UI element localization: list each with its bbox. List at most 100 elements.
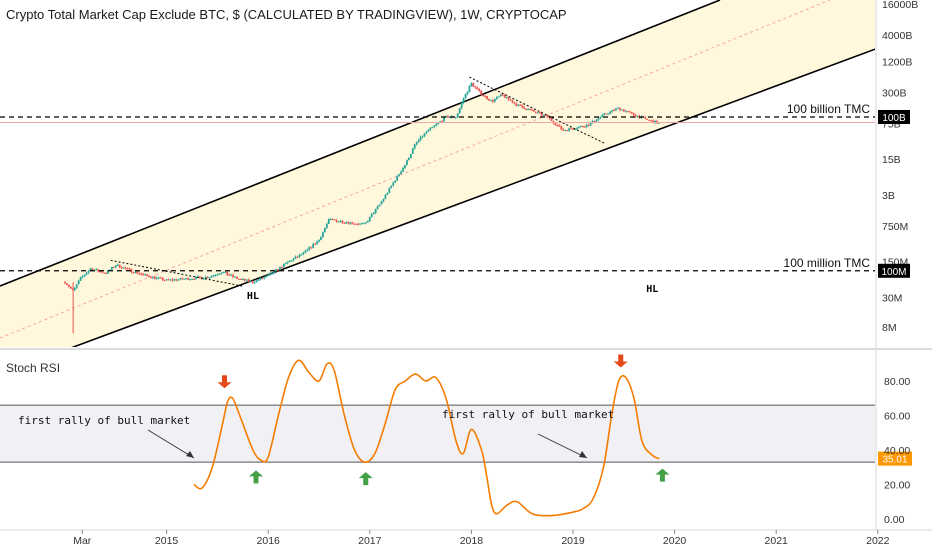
candle-body <box>304 250 307 253</box>
stoch-band <box>0 405 875 463</box>
candle-body <box>658 122 660 124</box>
candle-body <box>390 185 393 188</box>
horizontal-levels: 100 billion TMC 100 million TMC <box>0 102 875 272</box>
candle-body <box>394 180 397 183</box>
candle-body <box>388 187 391 193</box>
candle-body <box>493 99 496 102</box>
candle-body <box>443 117 445 122</box>
candle-body <box>261 278 264 280</box>
candle-body <box>269 273 272 275</box>
candle-body <box>609 111 612 114</box>
candle-body <box>134 271 137 273</box>
candle-body <box>320 237 322 240</box>
stoch-rsi-pane: first rally of bull market first rally of… <box>0 350 932 530</box>
candle-body <box>441 121 443 123</box>
candle-body <box>177 279 180 281</box>
candle-body <box>232 274 234 277</box>
candle-body <box>91 268 94 271</box>
candle-body <box>517 104 520 106</box>
candle-body <box>245 279 248 281</box>
candle-body <box>81 276 84 278</box>
candle-body <box>368 216 371 222</box>
candle-body <box>191 279 193 281</box>
candle-body <box>323 228 326 233</box>
candle-body <box>255 280 258 283</box>
candle-body <box>503 94 506 98</box>
candle-body <box>359 223 361 225</box>
candle-body <box>249 281 252 283</box>
candle-body <box>300 254 303 256</box>
candle-body <box>112 266 115 268</box>
candle-body <box>110 266 113 270</box>
candle-body <box>466 91 469 94</box>
candle-body <box>406 160 408 166</box>
price-tick-label: 16000B <box>882 0 918 11</box>
hl-label: HL <box>646 284 658 295</box>
candle-body <box>572 128 574 130</box>
candle-body <box>482 94 485 96</box>
candle-body <box>429 127 432 130</box>
candle-body <box>204 277 207 279</box>
hl-label: HL <box>247 291 259 302</box>
candle-body <box>282 263 285 268</box>
candle-body <box>161 277 164 281</box>
candle-body <box>407 158 410 161</box>
candle-body <box>208 277 211 279</box>
candle-body <box>439 121 442 123</box>
candle-body <box>351 222 354 224</box>
candle-body <box>511 100 514 103</box>
level-badges: 100B 100M <box>878 109 910 278</box>
candle-body <box>103 272 105 274</box>
candle-body <box>566 130 569 132</box>
candle-body <box>421 136 424 138</box>
candle-body <box>99 271 102 273</box>
candle-body <box>220 273 223 275</box>
candle-body <box>171 279 174 281</box>
rally-pointer <box>147 429 195 459</box>
candle-body <box>411 148 414 154</box>
candle-body <box>622 109 625 112</box>
candle-body <box>380 201 383 205</box>
candle-body <box>163 280 166 282</box>
candle-body <box>152 276 154 278</box>
candle-body <box>175 279 178 281</box>
candle-body <box>433 125 436 127</box>
candle-body <box>536 112 539 114</box>
candle-body <box>226 271 229 275</box>
candle-body <box>525 108 528 110</box>
candle-body <box>345 222 348 224</box>
candle-body <box>280 266 283 268</box>
candle-body <box>275 269 277 271</box>
candle-body <box>85 272 88 275</box>
stoch-rsi-line <box>193 359 660 517</box>
candle-body <box>97 269 100 272</box>
candle-body <box>83 274 86 277</box>
rally-pointer-head <box>579 451 587 458</box>
candle-body <box>173 279 176 281</box>
candle-body <box>206 277 209 279</box>
candle-body <box>155 277 158 279</box>
candle-body <box>349 222 352 224</box>
candle-body <box>222 271 225 274</box>
candle-body <box>265 275 268 278</box>
stoch-tick-label: 0.00 <box>884 514 905 526</box>
candle-body <box>273 270 275 274</box>
rally-annotations: first rally of bull market first rally of… <box>18 408 614 459</box>
candle-body <box>331 218 334 220</box>
level-badge <box>878 109 910 124</box>
candle-body <box>126 268 129 270</box>
candle-body <box>476 87 479 90</box>
price-tick-label: 8M <box>882 322 897 334</box>
candle-body <box>187 278 189 280</box>
candle-body <box>230 274 232 276</box>
candle-body <box>456 113 459 118</box>
price-tick-label: 300B <box>882 88 907 100</box>
price-pane: 100 billion TMC 100 million TMC 16000B 400… <box>0 0 919 348</box>
candle-body <box>615 108 617 111</box>
rally-note: first rally of bull market <box>442 408 614 421</box>
candle-body <box>548 117 551 119</box>
candle-body <box>636 115 639 117</box>
time-tick-label: 2017 <box>358 535 382 547</box>
candle-body <box>648 119 651 121</box>
